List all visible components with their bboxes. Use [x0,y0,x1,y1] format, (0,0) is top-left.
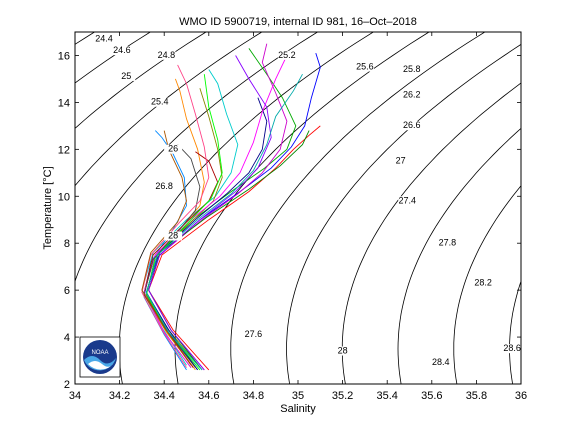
contour-label-bg-20 [503,344,522,354]
profile-line-16 [145,73,303,371]
y-axis-label: Temperature [°C] [42,166,54,249]
contour-label-bg-7 [402,64,421,74]
contour-label-bg-1 [112,46,131,56]
contour-label-bg-5 [150,97,169,107]
x-axis-label: Salinity [280,403,316,415]
contour-label-20: 28.6 [503,343,521,353]
y-tick-label-2: 6 [64,285,70,297]
contour-label-19: 28.4 [432,357,450,367]
isopycnal-line-13 [341,82,521,384]
contour-label-bg-19 [431,358,450,368]
x-tick-label-1: 34.2 [109,390,130,402]
contour-label-5: 25.4 [151,97,169,107]
y-tick-label-4: 10 [58,191,70,203]
y-tick-label-7: 16 [58,50,70,62]
contour-label-bg-11 [155,182,174,192]
contour-label-13: 27.4 [399,195,417,205]
contour-label-4: 25.2 [278,50,296,60]
chart-title: WMO ID 5900719, internal ID 981, 16–Oct–… [179,16,417,28]
x-tick-label-10: 36 [515,390,527,402]
contour-label-18: 28 [338,345,348,355]
contour-label-16: 27.8 [439,238,457,248]
x-tick-label-3: 34.6 [198,390,219,402]
contour-label-bg-8 [164,144,183,154]
contour-label-bg-10 [402,121,421,131]
y-tick-label-0: 2 [64,379,70,391]
profile-line-10 [145,97,268,371]
profile-line-13 [148,55,272,371]
isopycnal-line-12 [286,43,521,384]
contour-label-10: 26.6 [403,120,421,130]
contour-label-11: 26.8 [155,181,173,191]
contour-label-bg-2 [157,50,176,60]
contour-label-bg-12 [391,156,410,166]
y-axis: 2 4 6 8 10 12 14 16 [58,50,521,391]
contour-label-1: 24.6 [113,45,131,55]
noaa-logo: NOAA [79,336,121,378]
x-tick-label-0: 34 [69,390,81,402]
isopycnal-line-15 [453,185,521,384]
x-tick-label-6: 35.2 [332,390,353,402]
x-axis: 34 34.2 34.4 34.6 34.8 35 35.2 35.4 35.6 35.8 36 [69,32,527,402]
profile-line-12 [145,74,223,371]
contour-label-2: 24.8 [158,50,176,60]
contour-label-bg-0 [94,34,113,44]
isopycnal-line-6 [75,32,207,129]
contour-label-bg-3 [117,71,136,81]
contour-label-14: 27.6 [245,329,263,339]
contour-label-bg-17 [474,278,493,288]
contour-label-bg-16 [438,238,457,248]
contour-label-bg-18 [333,346,352,356]
contour-label-6: 25.6 [356,62,374,72]
contour-label-3: 25 [121,71,131,81]
contour-label-bg-15 [164,231,183,241]
contour-label-8: 26 [168,144,178,154]
profile-series [141,43,321,371]
isopycnal-line-8 [75,32,319,283]
contour-label-7: 25.8 [403,64,421,74]
contour-label-bg-14 [244,330,263,340]
contour-label-bg-4 [277,50,296,60]
svg-text:NOAA: NOAA [91,350,108,356]
profile-line-17 [141,130,192,366]
isopycnal-line-14 [397,127,521,384]
contour-label-bg-13 [398,196,417,206]
x-tick-label-2: 34.4 [153,390,174,402]
profile-line-15 [141,64,210,368]
contour-label-15: 28 [168,231,178,241]
density-contour-labels: 24.424.6 24.8 25 25.2 25.4 25.6 25.8 26 26.2 26.6… [94,33,522,368]
y-tick-label-1: 4 [64,332,70,344]
y-tick-label-5: 12 [58,144,70,156]
contour-label-bg-9 [402,90,421,100]
x-tick-label-9: 35.8 [466,390,487,402]
isopycnal-line-7 [75,32,263,187]
x-tick-label-7: 35.4 [376,390,397,402]
isopycnal-line-11 [230,32,486,384]
contour-label-12: 27 [396,155,406,165]
x-tick-label-4: 34.8 [243,390,264,402]
x-tick-label-5: 35 [292,390,304,402]
contour-label-0: 24.4 [95,33,113,43]
y-tick-label-6: 14 [58,97,70,109]
contour-label-9: 26.2 [403,90,421,100]
contour-label-17: 28.2 [474,277,492,287]
contour-label-bg-6 [355,62,374,72]
y-tick-label-3: 8 [64,238,70,250]
isopycnal-line-16 [509,280,521,384]
x-tick-label-8: 35.6 [421,390,442,402]
profile-line-0 [148,125,321,371]
